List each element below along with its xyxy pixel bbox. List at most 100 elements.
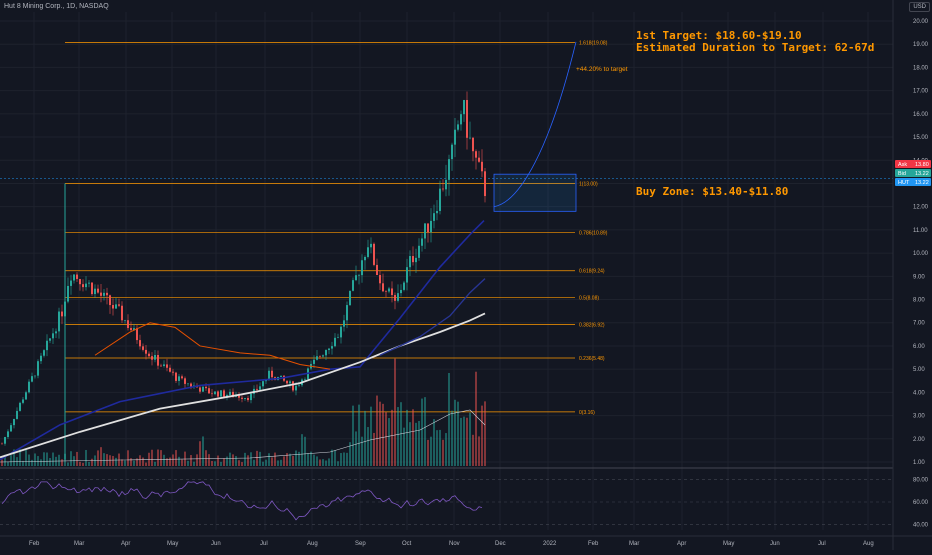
volume-bar bbox=[139, 455, 141, 466]
x-tick-label: May bbox=[723, 541, 734, 547]
x-tick-label: Oct bbox=[402, 541, 412, 547]
volume-bar bbox=[382, 403, 384, 466]
volume-bar bbox=[280, 459, 282, 466]
candle-body bbox=[28, 381, 30, 393]
candle-body bbox=[241, 397, 243, 399]
currency-badge[interactable]: USD bbox=[909, 2, 930, 12]
candle-body bbox=[292, 381, 294, 391]
candle-body bbox=[370, 243, 372, 248]
candle-body bbox=[76, 274, 78, 279]
candle-body bbox=[331, 346, 333, 349]
candle-body bbox=[187, 383, 189, 385]
volume-bar bbox=[112, 455, 114, 466]
y-tick-label: 12.00 bbox=[913, 205, 929, 211]
candle-body bbox=[94, 288, 96, 295]
volume-bar bbox=[1, 459, 3, 466]
x-tick-label: Mar bbox=[74, 541, 84, 547]
volume-bar bbox=[478, 436, 480, 466]
volume-bar bbox=[109, 455, 111, 466]
candle-body bbox=[394, 295, 396, 301]
volume-bar bbox=[52, 452, 54, 466]
fib-level-label: 1(13.00) bbox=[579, 181, 598, 187]
x-tick-label: 2022 bbox=[543, 541, 557, 547]
volume-bar bbox=[13, 449, 15, 466]
candle-body bbox=[139, 340, 141, 347]
candle-body bbox=[475, 151, 477, 158]
volume-bar bbox=[331, 449, 333, 466]
volume-bar bbox=[193, 461, 195, 466]
y-tick-label: 11.00 bbox=[913, 228, 928, 234]
candle-body bbox=[202, 386, 204, 392]
ma-200-line bbox=[0, 312, 486, 459]
volume-bar bbox=[82, 462, 84, 466]
volume-bar bbox=[67, 462, 69, 466]
fib-level-label: 0.786(10.89) bbox=[579, 230, 608, 236]
volume-bar bbox=[103, 453, 105, 466]
candle-body bbox=[376, 264, 378, 276]
volume-bar bbox=[442, 439, 444, 466]
candle-body bbox=[271, 370, 273, 378]
candle-body bbox=[109, 295, 111, 306]
candle-body bbox=[112, 305, 114, 309]
candle-body bbox=[436, 210, 438, 214]
candle-body bbox=[79, 278, 81, 285]
candle-body bbox=[427, 223, 429, 233]
volume-bar bbox=[259, 451, 261, 466]
candle-body bbox=[19, 402, 21, 411]
volume-bar bbox=[151, 449, 153, 466]
fib-level-label: 0.382(6.92) bbox=[579, 323, 605, 329]
candle-body bbox=[379, 275, 381, 284]
volume-bar bbox=[475, 371, 477, 466]
volume-bar bbox=[412, 409, 414, 466]
volume-bar bbox=[145, 462, 147, 466]
candle-body bbox=[238, 395, 240, 398]
volume-bar bbox=[34, 453, 36, 466]
price-tag-value: 13.22 bbox=[915, 180, 929, 186]
volume-bar bbox=[436, 430, 438, 466]
volume-bar bbox=[343, 452, 345, 466]
candle-body bbox=[448, 159, 450, 180]
y-tick-label: 1.00 bbox=[913, 460, 925, 466]
volume-bar bbox=[262, 461, 264, 466]
volume-bar bbox=[40, 459, 42, 466]
candle-body bbox=[403, 282, 405, 290]
volume-bar bbox=[439, 429, 441, 466]
volume-bar bbox=[355, 431, 357, 466]
volume-bar bbox=[220, 461, 222, 466]
volume-bar bbox=[316, 456, 318, 466]
volume-bar bbox=[469, 412, 471, 466]
candle-body bbox=[145, 349, 147, 354]
candle-body bbox=[214, 391, 216, 395]
volume-bar bbox=[202, 436, 204, 466]
candle-body bbox=[118, 304, 120, 306]
candle-body bbox=[25, 392, 27, 400]
candle-body bbox=[208, 388, 210, 394]
candle-body bbox=[433, 213, 435, 221]
x-tick-label: Sep bbox=[355, 541, 366, 547]
x-tick-label: Apr bbox=[121, 541, 130, 547]
candle-body bbox=[406, 267, 408, 283]
volume-bar bbox=[238, 460, 240, 466]
x-tick-label: Aug bbox=[307, 541, 318, 547]
volume-bar bbox=[301, 434, 303, 466]
volume-bar bbox=[433, 419, 435, 466]
candle-body bbox=[337, 337, 339, 338]
x-tick-label: Mar bbox=[629, 541, 639, 547]
candle-body bbox=[295, 385, 297, 391]
candle-body bbox=[247, 397, 249, 401]
volume-bar bbox=[88, 461, 90, 466]
volume-bar bbox=[364, 410, 366, 466]
volume-bar bbox=[22, 460, 24, 466]
candle-body bbox=[31, 376, 33, 382]
y-tick-label: 3.00 bbox=[913, 414, 925, 420]
candle-body bbox=[328, 348, 330, 351]
candle-body bbox=[130, 328, 132, 331]
volume-bar bbox=[460, 417, 462, 466]
candle-body bbox=[16, 410, 18, 419]
volume-bar bbox=[403, 427, 405, 466]
volume-bar bbox=[289, 453, 291, 466]
candle-body bbox=[286, 380, 288, 384]
candle-body bbox=[298, 385, 300, 386]
